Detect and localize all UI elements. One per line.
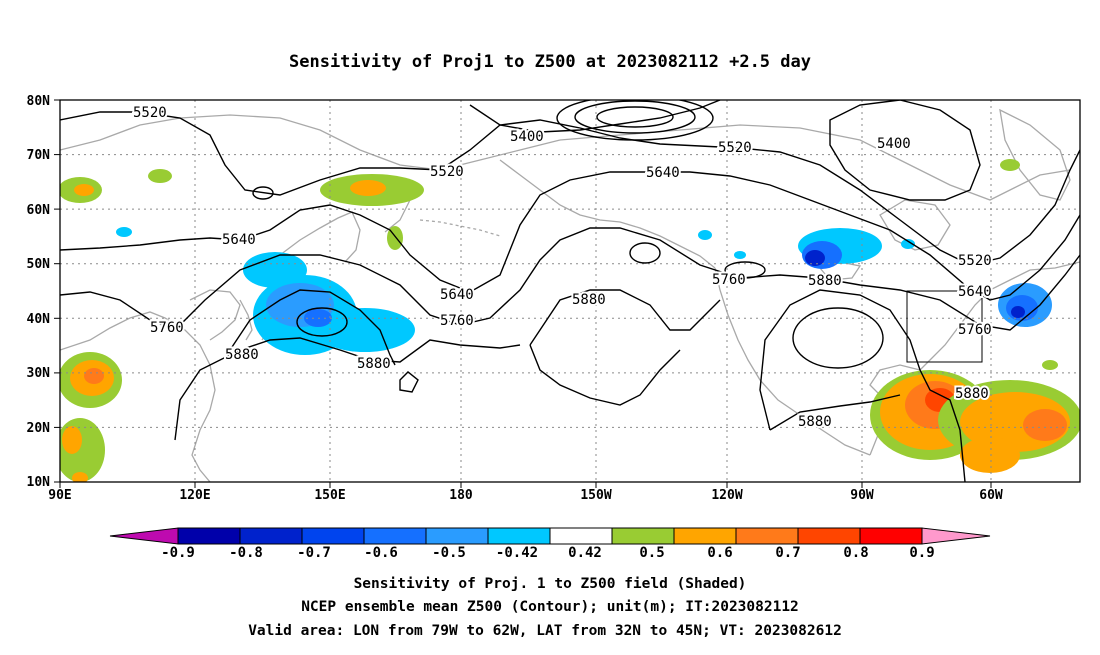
latitude-labels: 80N 70N 60N 50N 40N 30N 20N 10N: [27, 94, 51, 490]
contour-label: 5760: [958, 322, 992, 338]
lat-label: 70N: [27, 148, 51, 163]
contour-label: 5880: [808, 273, 842, 289]
contour-label: 5760: [712, 272, 746, 288]
lat-label: 60N: [27, 203, 51, 218]
contour-label: 5520: [958, 253, 992, 269]
contour-label: 5880: [572, 292, 606, 308]
colorbar-label: 0.8: [843, 545, 868, 561]
lat-label: 20N: [27, 421, 51, 436]
colorbar-label: 0.42: [568, 545, 602, 561]
colorbar-segment: [549, 527, 613, 545]
valid-area-box: [906, 290, 983, 363]
colorbar-segment: [611, 527, 675, 545]
caption-line-2: NCEP ensemble mean Z500 (Contour); unit(…: [301, 599, 799, 615]
colorbar-segment: [177, 527, 241, 545]
colorbar-label: -0.9: [161, 545, 195, 561]
contour-label: 5880: [798, 414, 832, 430]
caption-line-3: Valid area: LON from 79W to 62W, LAT fro…: [248, 623, 842, 639]
colorbar-label: -0.5: [432, 545, 466, 561]
contour-label: 5760: [150, 320, 184, 336]
colorbar-label: 0.6: [707, 545, 732, 561]
colorbar-label: 0.9: [909, 545, 934, 561]
contour-label: 5520: [718, 140, 752, 156]
colorbar-segment: [487, 527, 551, 545]
contour-label: 5520: [133, 105, 167, 121]
positive-sensitivity: [60, 159, 1080, 482]
colorbar-segment: [673, 527, 737, 545]
colorbar-label: -0.7: [297, 545, 331, 561]
lat-label: 50N: [27, 257, 51, 272]
contour-label: 5640: [958, 284, 992, 300]
colorbar-label: -0.42: [496, 545, 538, 561]
contour-label: 5400: [877, 136, 911, 152]
colorbar-label: -0.6: [364, 545, 398, 561]
lon-label: 180: [449, 488, 473, 503]
colorbar-segment: [797, 527, 861, 545]
colorbar-labels: -0.9 -0.8 -0.7 -0.6 -0.5 -0.42 0.42 0.5 …: [161, 545, 935, 561]
colorbar: [109, 527, 991, 545]
contour-label: 5880: [955, 386, 989, 402]
lon-label: 60W: [979, 488, 1003, 503]
map-title: Sensitivity of Proj1 to Z500 at 20230821…: [289, 52, 811, 72]
lon-label: 120W: [711, 488, 742, 503]
contour-label: 5640: [440, 287, 474, 303]
lon-label: 150E: [314, 488, 345, 503]
colorbar-segment: [735, 527, 799, 545]
colorbar-label: 0.5: [639, 545, 664, 561]
contour-label: 5640: [222, 232, 256, 248]
colorbar-label: -0.8: [229, 545, 263, 561]
gridlines: [60, 100, 1080, 482]
colorbar-arrow-low: [109, 527, 179, 545]
colorbar-segment: [239, 527, 303, 545]
lat-label: 10N: [27, 475, 51, 490]
contour-labels: 5520 5400 5520 5520 5640 5400 5640 5640 …: [131, 103, 994, 432]
colorbar-segment: [425, 527, 489, 545]
contour-label: 5760: [440, 313, 474, 329]
contour-label: 5880: [357, 356, 391, 372]
map-border: [59, 99, 1081, 483]
lon-label: 120E: [179, 488, 210, 503]
lat-label: 40N: [27, 312, 51, 327]
ticks: [54, 99, 992, 488]
lat-label: 80N: [27, 94, 51, 109]
contour-label: 5880: [225, 347, 259, 363]
captions: Sensitivity of Proj. 1 to Z500 field (Sh…: [248, 576, 842, 639]
colorbar-segment: [363, 527, 427, 545]
colorbar-label: 0.7: [775, 545, 800, 561]
colorbar-segment: [301, 527, 365, 545]
lon-label: 90E: [48, 488, 71, 503]
colorbar-arrow-high: [921, 527, 991, 545]
lon-label: 150W: [580, 488, 611, 503]
contour-label: 5520: [430, 164, 464, 180]
longitude-labels: 90E 120E 150E 180 150W 120W 90W 60W: [48, 488, 1003, 503]
lat-label: 30N: [27, 366, 51, 381]
caption-line-1: Sensitivity of Proj. 1 to Z500 field (Sh…: [354, 576, 747, 592]
contour-label: 5400: [510, 129, 544, 145]
lon-label: 90W: [850, 488, 874, 503]
colorbar-segment: [859, 527, 923, 545]
contour-label: 5640: [646, 165, 680, 181]
z500-contours: [60, 100, 1080, 482]
